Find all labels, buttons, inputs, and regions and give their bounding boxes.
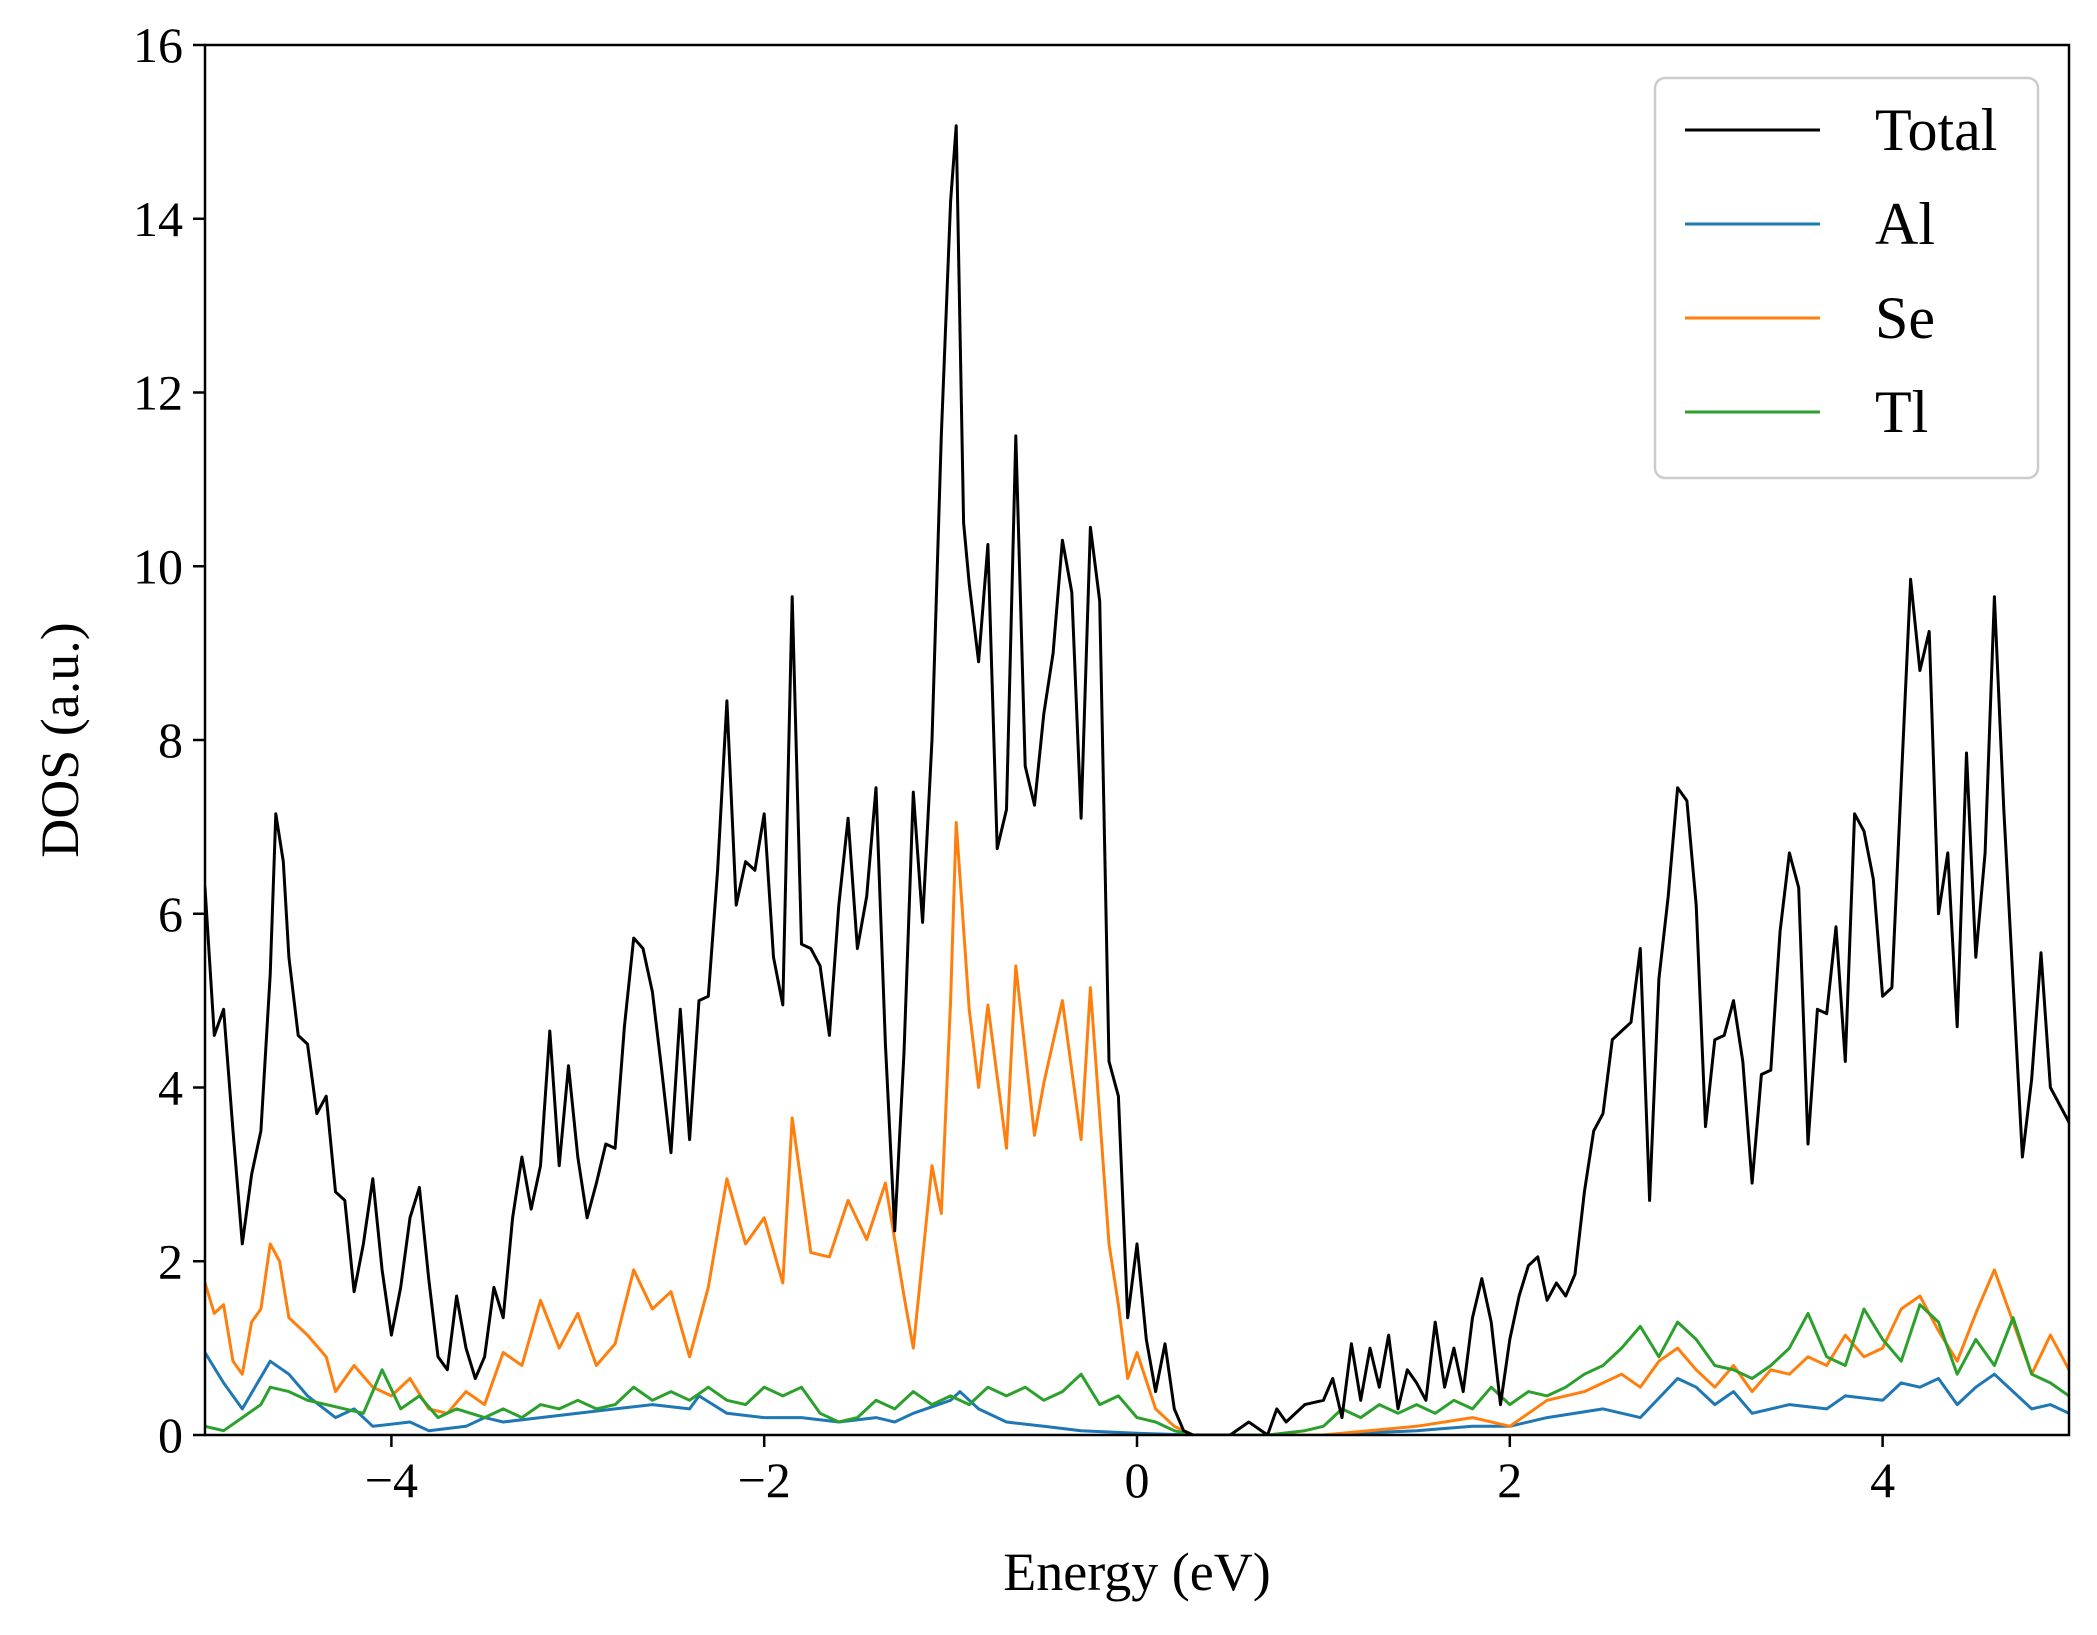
y-tick-label: 2 [158,1233,183,1289]
legend-items: Total Al Se Tl [1685,97,1997,445]
y-tick-label: 16 [133,17,183,73]
y-tick-label: 12 [133,365,183,421]
y-tick-label: 14 [133,191,183,247]
legend: Total Al Se Tl [1653,76,2040,480]
series-line-total [205,124,2069,1435]
legend-label-al: Al [1875,191,1935,257]
legend-label-tl: Tl [1875,379,1928,445]
series-line-se [205,821,2069,1435]
series-line-al [205,1351,2069,1435]
legend-label-se: Se [1875,285,1935,351]
x-tick-label: −4 [365,1452,418,1508]
y-tick-label: 10 [133,538,183,594]
y-tick-label: 8 [158,712,183,768]
ticks-layer: −4 −2 0 2 4 0 2 4 6 8 10 12 14 16 [133,17,1895,1508]
x-tick-label: 4 [1870,1452,1895,1508]
x-axis-label: Energy (eV) [1003,1542,1270,1602]
y-axis-label: DOS (a.u.) [30,622,90,857]
x-tick-label: 0 [1125,1452,1150,1508]
lines-layer [205,124,2069,1435]
y-tick-label: 4 [158,1060,183,1116]
x-tick-label: −2 [738,1452,791,1508]
x-tick-label: 2 [1497,1452,1522,1508]
series-line-tl [205,1303,2069,1435]
y-tick-label: 6 [158,886,183,942]
legend-box [1653,76,2040,480]
legend-label-total: Total [1875,97,1997,163]
y-tick-label: 0 [158,1407,183,1463]
